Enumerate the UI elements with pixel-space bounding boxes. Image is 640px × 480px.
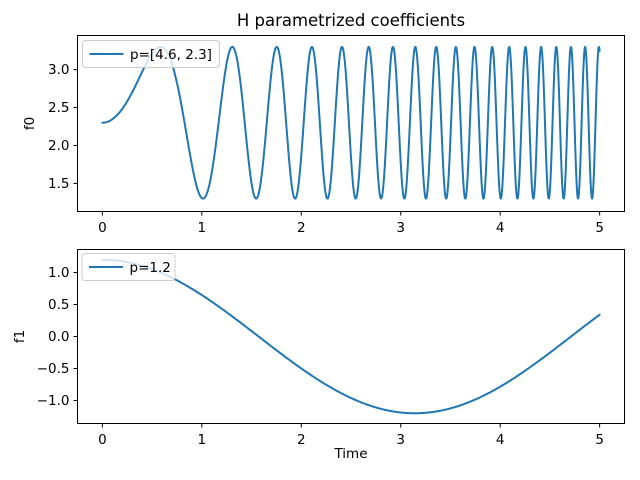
x-tick-label: 5 [595,220,604,236]
x-tick-label: 4 [496,220,505,236]
x-tick-label: 5 [595,432,604,448]
figure-title: H parametrized coefficients [237,11,465,30]
y-axis-label: f1 [12,330,28,343]
y-tick-label: 1.5 [48,176,69,192]
y-tick-label: 0.5 [48,297,69,313]
legend-box [82,40,220,68]
x-tick-label: 0 [98,432,107,448]
legend-label: p=[4.6, 2.3] [130,47,212,63]
x-tick-label: 4 [496,432,505,448]
y-tick-label: 2.0 [48,138,69,154]
subplot-f0: 0 1 2 3 4 5 1.5 2.0 2.5 3.0 f0 p=[4.6, 2.3] [22,35,625,236]
x-tick-label: 2 [297,432,306,448]
x-tick-label: 2 [297,220,306,236]
subplot-f1: 0 1 2 3 4 5 −1.0 −0.5 0.0 0.5 1.0 f1 Time p=1.2 [12,249,625,462]
x-tick-label: 3 [396,432,405,448]
legend-box [81,253,176,281]
x-axis-label: Time [333,446,367,462]
series-line [101,45,601,200]
y-tick-label: 3.0 [48,62,69,78]
y-tick-label: 2.5 [48,100,69,116]
legend-label: p=1.2 [130,260,171,276]
series-line [101,258,601,415]
y-axis-label: f0 [22,117,38,130]
y-tick-label: −0.5 [37,361,70,377]
x-tick-label: 0 [98,220,107,236]
y-tick-label: 0.0 [48,329,69,345]
y-tick-label: 1.0 [48,265,69,281]
y-tick-label: −1.0 [37,393,70,409]
x-tick-label: 1 [198,432,207,448]
x-tick-label: 3 [396,220,405,236]
axes-frame [77,35,625,212]
x-tick-label: 1 [198,220,207,236]
